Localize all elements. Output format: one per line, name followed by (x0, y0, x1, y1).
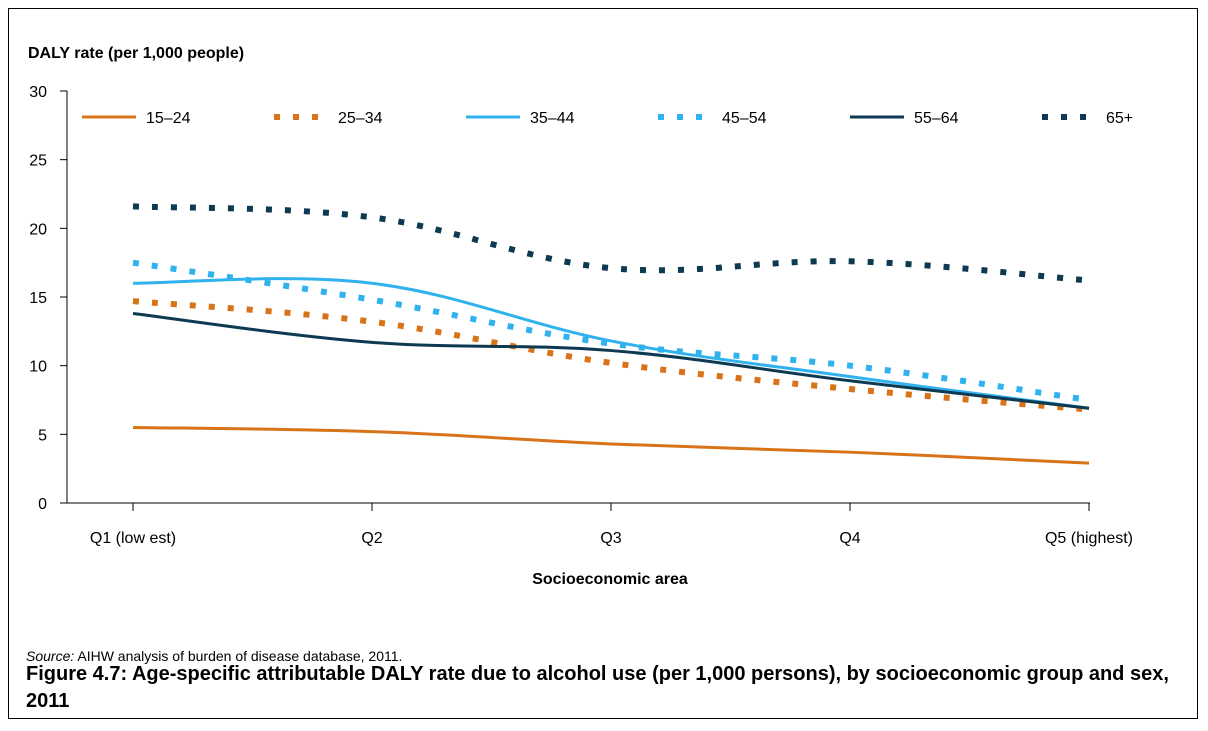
x-tick-label: Q3 (600, 530, 621, 547)
x-axis-label: Socioeconomic area (532, 571, 688, 588)
y-tick-label: 0 (38, 496, 47, 513)
y-tick-label: 5 (38, 427, 47, 444)
series-line-1 (132, 298, 1090, 413)
y-tick-label: 30 (29, 84, 47, 101)
source-text: AIHW analysis of burden of disease datab… (74, 648, 403, 664)
y-tick-label: 20 (29, 221, 47, 238)
x-tick-label: Q5 (highest) (1045, 530, 1133, 547)
x-tick-label: Q4 (839, 530, 860, 547)
legend-label-5: 65+ (1106, 110, 1133, 127)
x-tick-label: Q1 (low est) (90, 530, 176, 547)
y-tick-label: 15 (29, 290, 47, 307)
figure-frame (8, 8, 1198, 719)
series-layer (132, 203, 1090, 465)
series-line-4 (132, 311, 1090, 410)
legend-label-4: 55–64 (914, 110, 959, 127)
legend-label-0: 15–24 (146, 110, 191, 127)
chart-axes: 0 5 10 15 20 25 30 Q1 (low est) Q2 Q3 Q4 Q5 (highes… (29, 84, 1133, 547)
y-tick-label: 25 (29, 153, 47, 170)
source-prefix: Source: (26, 648, 75, 664)
source-note: Source: AIHW analysis of burden of disea… (26, 648, 402, 664)
y-axis-label: DALY rate (per 1,000 people) (28, 45, 244, 62)
x-tick-label: Q2 (361, 530, 382, 547)
series-line-5 (132, 203, 1090, 284)
y-tick-label: 10 (29, 359, 47, 376)
series-line-0 (132, 425, 1090, 465)
legend-label-1: 25–34 (338, 110, 383, 127)
legend-label-2: 35–44 (530, 110, 575, 127)
line-chart: DALY rate (per 1,000 people) 0 5 10 15 20 25 3… (28, 45, 1133, 588)
series-line-2 (132, 277, 1090, 410)
legend-label-3: 45–54 (722, 110, 767, 127)
figure-caption: Figure 4.7: Age-specific attributable DA… (26, 663, 1169, 712)
chart-legend: 15–24 25–34 35–44 45–54 55–64 65+ (82, 110, 1133, 127)
series-line-3 (132, 259, 1090, 403)
